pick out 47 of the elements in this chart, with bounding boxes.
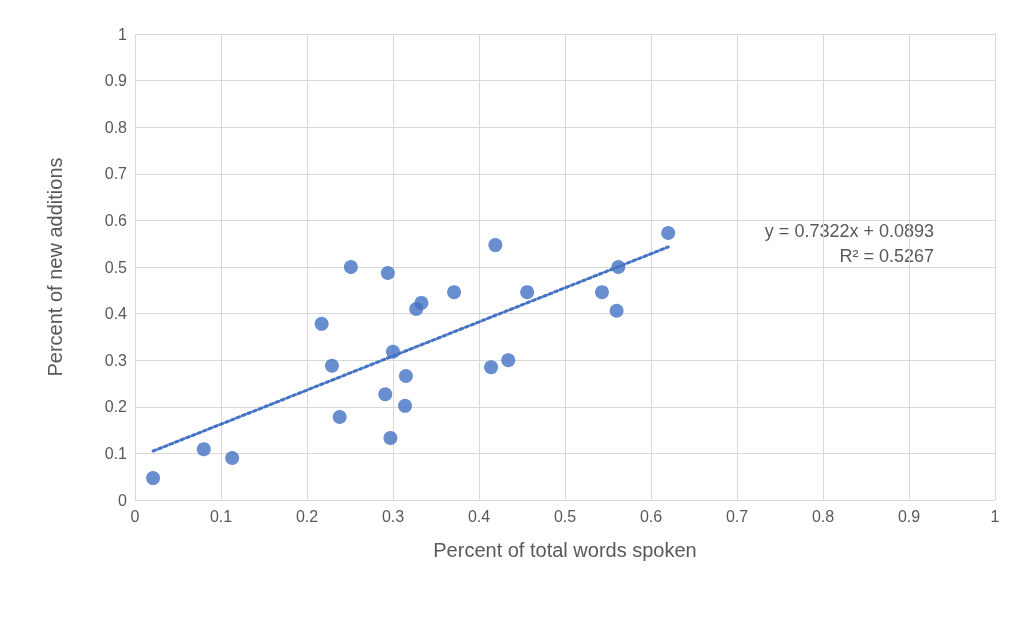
x-tick-label: 0 [130, 507, 140, 525]
point [414, 295, 429, 310]
point [343, 260, 358, 274]
point [661, 225, 676, 240]
point [447, 285, 462, 300]
y-tick-label: 0.6 [104, 211, 128, 229]
x-tick-label: 0.9 [897, 507, 921, 525]
y-tick-label: 0.8 [104, 118, 128, 136]
point [488, 238, 503, 253]
x-tick-label: 0.8 [811, 507, 835, 525]
point [324, 358, 339, 373]
y-tick-label: 0.1 [104, 444, 128, 462]
annotation: y = 0.7322x + 0.0893 [764, 221, 934, 241]
x-tick-label: 0.1 [209, 507, 233, 525]
y-tick-label: 0.9 [104, 72, 128, 90]
x-tick-label: 1 [990, 507, 1000, 525]
y-tick-label: 0 [118, 491, 128, 509]
point [398, 398, 413, 413]
y-tick-label: 0.2 [104, 398, 128, 416]
y-tick-label: 1 [118, 25, 128, 43]
x-tick-label: 0.3 [381, 507, 405, 525]
point [314, 316, 329, 331]
point [609, 303, 624, 318]
x-tick-label: 0.6 [639, 507, 663, 525]
point [484, 360, 499, 375]
x-tick-label: 0.4 [467, 507, 491, 525]
point [594, 285, 609, 300]
point [383, 431, 398, 446]
x-tick-label: 0.5 [553, 507, 577, 525]
x-tick-label: 0.7 [725, 507, 749, 525]
y-tick-label: 0.4 [104, 305, 128, 323]
x-tick-label: 0.2 [295, 507, 319, 525]
y-tick-label: 0.7 [104, 165, 128, 183]
point [332, 410, 347, 425]
point [196, 442, 211, 457]
point [398, 369, 413, 384]
x-axis-title: Percent of total words spoken [433, 539, 697, 561]
point [501, 353, 516, 368]
point [520, 285, 535, 300]
point [146, 471, 161, 486]
point [378, 387, 393, 402]
y-axis-title: Percent of new additions [44, 157, 66, 377]
point [380, 266, 395, 281]
y-tick-label: 0.5 [104, 258, 128, 276]
y-tick-label: 0.3 [104, 351, 128, 369]
annotation: R² = 0.5267 [839, 246, 934, 266]
point [225, 451, 240, 466]
